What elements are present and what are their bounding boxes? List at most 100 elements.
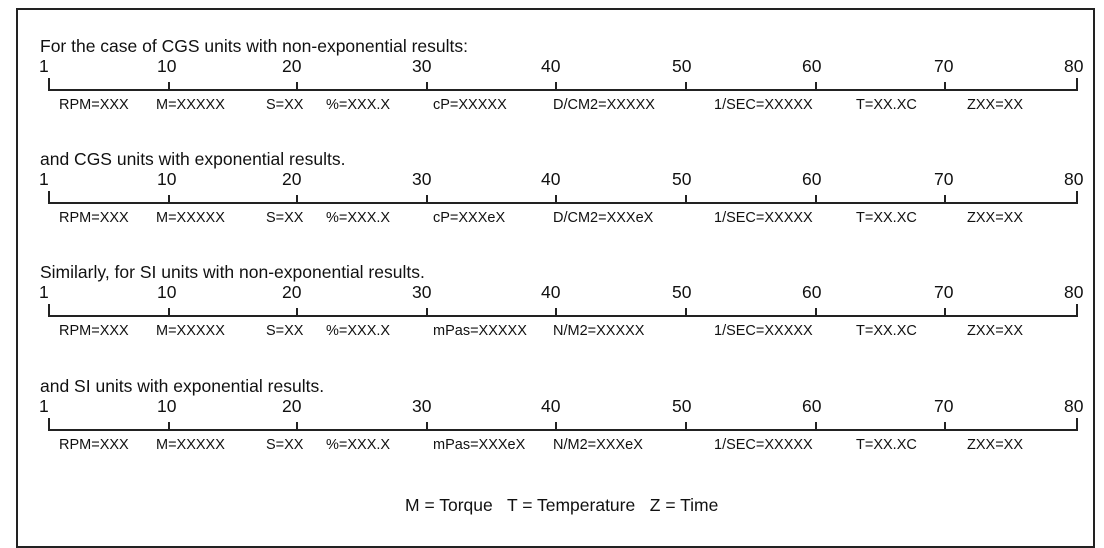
ruler-number: 70	[934, 169, 954, 189]
output-field: ZXX=XX	[967, 323, 1024, 339]
output-field: %=XXX.X	[326, 97, 391, 113]
section-heading: and SI units with exponential results.	[40, 376, 325, 396]
ruler-tick	[426, 308, 428, 316]
ruler-baseline	[48, 202, 1078, 204]
output-field: T=XX.XC	[856, 323, 917, 339]
output-field: 1/SEC=XXXXX	[714, 210, 813, 226]
ruler-tick	[815, 308, 817, 316]
output-field: D/CM2=XXXXX	[553, 97, 655, 113]
ruler-number: 80	[1064, 396, 1084, 416]
ruler-number: 50	[672, 282, 692, 302]
output-field: 1/SEC=XXXXX	[714, 97, 813, 113]
output-field: N/M2=XXXeX	[553, 437, 643, 453]
output-field: RPM=XXX	[59, 323, 129, 339]
ruler-number: 1	[39, 56, 49, 76]
ruler-number: 10	[157, 396, 177, 416]
ruler-tick	[555, 82, 557, 90]
ruler-tick	[685, 82, 687, 90]
output-field: %=XXX.X	[326, 437, 391, 453]
ruler-number: 50	[672, 169, 692, 189]
ruler-tick	[296, 195, 298, 203]
ruler-tick	[685, 195, 687, 203]
ruler-tick	[815, 195, 817, 203]
ruler-number: 80	[1064, 56, 1084, 76]
output-field: RPM=XXX	[59, 97, 129, 113]
ruler-number: 1	[39, 169, 49, 189]
ruler-number: 50	[672, 56, 692, 76]
section-heading: and CGS units with exponential results.	[40, 149, 346, 169]
ruler-tick	[944, 195, 946, 203]
ruler-number: 60	[802, 396, 822, 416]
ruler-number: 60	[802, 282, 822, 302]
ruler-tick	[815, 82, 817, 90]
ruler-number: 30	[412, 282, 432, 302]
output-field: %=XXX.X	[326, 210, 391, 226]
ruler-tick	[1076, 418, 1078, 430]
ruler-number: 80	[1064, 169, 1084, 189]
output-field: RPM=XXX	[59, 437, 129, 453]
ruler-number: 70	[934, 56, 954, 76]
output-field: S=XX	[266, 97, 304, 113]
ruler-tick	[555, 422, 557, 430]
ruler-tick	[296, 308, 298, 316]
ruler-tick	[685, 308, 687, 316]
ruler-number: 1	[39, 396, 49, 416]
output-field: S=XX	[266, 437, 304, 453]
ruler-number: 40	[541, 169, 561, 189]
ruler-tick	[555, 308, 557, 316]
ruler-tick	[168, 82, 170, 90]
output-field: S=XX	[266, 210, 304, 226]
ruler-baseline	[48, 429, 1078, 431]
output-field: %=XXX.X	[326, 323, 391, 339]
ruler-number: 10	[157, 169, 177, 189]
ruler-number: 30	[412, 56, 432, 76]
output-field: RPM=XXX	[59, 210, 129, 226]
legend-text: M = Torque T = Temperature Z = Time	[405, 495, 719, 515]
output-field: 1/SEC=XXXXX	[714, 323, 813, 339]
ruler-number: 10	[157, 56, 177, 76]
ruler-number: 30	[412, 396, 432, 416]
ruler-number: 20	[282, 282, 302, 302]
ruler-tick	[944, 308, 946, 316]
section-heading: For the case of CGS units with non-expon…	[40, 36, 468, 56]
ruler-number: 40	[541, 282, 561, 302]
section-heading: Similarly, for SI units with non-exponen…	[40, 262, 425, 282]
output-field: T=XX.XC	[856, 437, 917, 453]
output-field: cP=XXXeX	[433, 210, 506, 226]
output-field: ZXX=XX	[967, 210, 1024, 226]
output-field: cP=XXXXX	[433, 97, 507, 113]
output-field: N/M2=XXXXX	[553, 323, 645, 339]
ruler-number: 1	[39, 282, 49, 302]
ruler-number: 20	[282, 396, 302, 416]
ruler-tick	[944, 82, 946, 90]
ruler-tick	[944, 422, 946, 430]
ruler-tick	[296, 422, 298, 430]
ruler-number: 60	[802, 56, 822, 76]
ruler-tick	[426, 422, 428, 430]
ruler-tick	[685, 422, 687, 430]
output-field: M=XXXXX	[156, 210, 225, 226]
ruler-tick	[1076, 304, 1078, 316]
output-field: M=XXXXX	[156, 323, 225, 339]
ruler-tick	[1076, 191, 1078, 203]
output-field: M=XXXXX	[156, 97, 225, 113]
ruler-number: 40	[541, 396, 561, 416]
ruler-baseline	[48, 315, 1078, 317]
output-field: ZXX=XX	[967, 437, 1024, 453]
ruler-number: 10	[157, 282, 177, 302]
ruler-number: 20	[282, 56, 302, 76]
ruler-tick	[168, 195, 170, 203]
ruler-baseline	[48, 89, 1078, 91]
ruler-tick	[48, 304, 50, 316]
output-field: mPas=XXXeX	[433, 437, 526, 453]
ruler-tick	[426, 195, 428, 203]
output-field: M=XXXXX	[156, 437, 225, 453]
output-field: T=XX.XC	[856, 210, 917, 226]
ruler-tick	[1076, 78, 1078, 90]
ruler-tick	[168, 308, 170, 316]
ruler-number: 70	[934, 396, 954, 416]
ruler-number: 30	[412, 169, 432, 189]
output-field: S=XX	[266, 323, 304, 339]
ruler-tick	[296, 82, 298, 90]
output-field: ZXX=XX	[967, 97, 1024, 113]
